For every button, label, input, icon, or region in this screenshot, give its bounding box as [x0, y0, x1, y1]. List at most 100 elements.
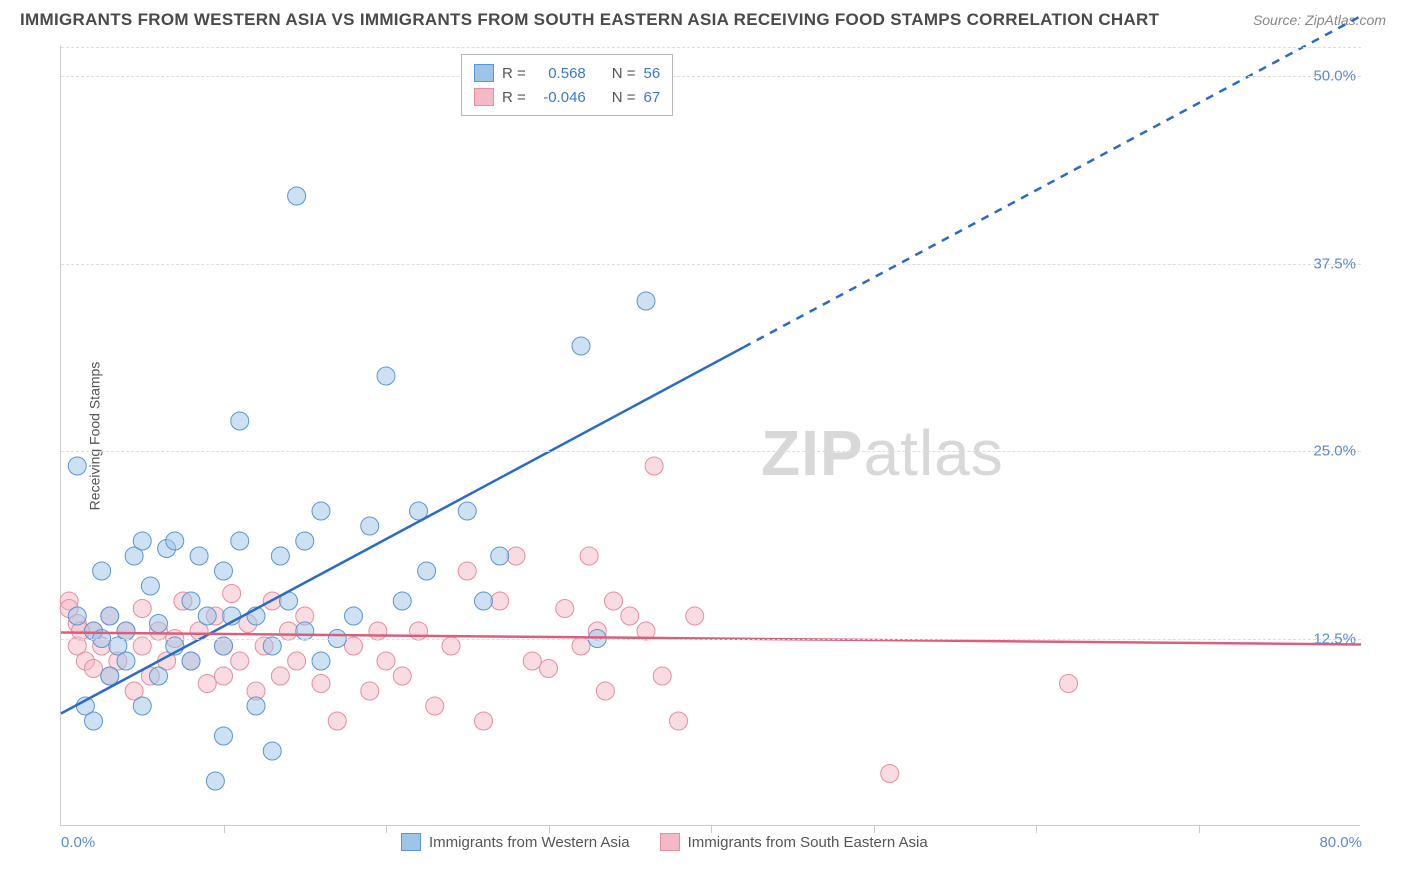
- data-point: [215, 727, 233, 745]
- x-tick: [874, 825, 875, 833]
- data-point: [280, 622, 298, 640]
- x-max-label: 80.0%: [1319, 834, 1362, 851]
- x-tick: [1036, 825, 1037, 833]
- data-point: [271, 547, 289, 565]
- data-point: [596, 682, 614, 700]
- swatch-blue-icon: [474, 64, 494, 82]
- data-point: [345, 607, 363, 625]
- data-point: [361, 682, 379, 700]
- data-point: [296, 622, 314, 640]
- data-point: [215, 562, 233, 580]
- s1-r-value: 0.568: [534, 65, 586, 82]
- data-point: [491, 547, 509, 565]
- plot-svg: [61, 46, 1361, 826]
- data-point: [361, 517, 379, 535]
- data-point: [637, 292, 655, 310]
- data-point: [231, 412, 249, 430]
- data-point: [166, 532, 184, 550]
- bottom-legend: Immigrants from Western Asia Immigrants …: [401, 833, 928, 851]
- data-point: [85, 660, 103, 678]
- legend-label-2: Immigrants from South Eastern Asia: [688, 834, 928, 851]
- data-point: [206, 772, 224, 790]
- data-point: [271, 667, 289, 685]
- data-point: [150, 615, 168, 633]
- x-tick: [549, 825, 550, 833]
- data-point: [1060, 675, 1078, 693]
- data-point: [198, 607, 216, 625]
- chart-container: Receiving Food Stamps ZIPatlas 12.5%25.0…: [60, 46, 1380, 826]
- legend-item-2: Immigrants from South Eastern Asia: [660, 833, 928, 851]
- data-point: [345, 637, 363, 655]
- data-point: [572, 337, 590, 355]
- data-point: [182, 592, 200, 610]
- data-point: [190, 547, 208, 565]
- data-point: [418, 562, 436, 580]
- trend-line: [61, 347, 744, 713]
- data-point: [605, 592, 623, 610]
- data-point: [215, 637, 233, 655]
- data-point: [621, 607, 639, 625]
- data-point: [133, 532, 151, 550]
- x-tick: [386, 825, 387, 833]
- data-point: [68, 457, 86, 475]
- data-point: [133, 600, 151, 618]
- data-point: [231, 652, 249, 670]
- gridline: [61, 451, 1361, 452]
- data-point: [247, 697, 265, 715]
- data-point: [645, 457, 663, 475]
- data-point: [263, 637, 281, 655]
- stats-legend: R = 0.568 N = 56 R = -0.046 N = 67: [461, 54, 673, 116]
- data-point: [198, 675, 216, 693]
- data-point: [101, 667, 119, 685]
- data-point: [133, 637, 151, 655]
- data-point: [133, 697, 151, 715]
- data-point: [458, 562, 476, 580]
- plot-area: ZIPatlas 12.5%25.0%37.5%50.0% 0.0% 80.0%…: [60, 46, 1360, 826]
- data-point: [377, 367, 395, 385]
- data-point: [141, 577, 159, 595]
- data-point: [491, 592, 509, 610]
- data-point: [223, 585, 241, 603]
- x-tick: [224, 825, 225, 833]
- data-point: [231, 532, 249, 550]
- r-label-2: R =: [502, 89, 526, 106]
- y-tick-label: 50.0%: [1313, 68, 1362, 85]
- chart-title: IMMIGRANTS FROM WESTERN ASIA VS IMMIGRAN…: [20, 10, 1159, 30]
- data-point: [580, 547, 598, 565]
- data-point: [117, 622, 135, 640]
- data-point: [540, 660, 558, 678]
- gridline: [61, 264, 1361, 265]
- data-point: [377, 652, 395, 670]
- legend-item-1: Immigrants from Western Asia: [401, 833, 630, 851]
- data-point: [556, 600, 574, 618]
- data-point: [215, 667, 233, 685]
- data-point: [312, 502, 330, 520]
- x-min-label: 0.0%: [61, 834, 95, 851]
- gridline: [61, 47, 1361, 48]
- data-point: [475, 712, 493, 730]
- data-point: [475, 592, 493, 610]
- data-point: [686, 607, 704, 625]
- data-point: [312, 652, 330, 670]
- legend-label-1: Immigrants from Western Asia: [429, 834, 630, 851]
- data-point: [393, 592, 411, 610]
- data-point: [410, 622, 428, 640]
- data-point: [312, 675, 330, 693]
- swatch-pink-icon: [474, 88, 494, 106]
- data-point: [296, 532, 314, 550]
- gridline: [61, 639, 1361, 640]
- y-tick-label: 37.5%: [1313, 255, 1362, 272]
- n-label-2: N =: [612, 89, 636, 106]
- r-label: R =: [502, 65, 526, 82]
- data-point: [507, 547, 525, 565]
- data-point: [369, 622, 387, 640]
- data-point: [442, 637, 460, 655]
- data-point: [101, 607, 119, 625]
- data-point: [117, 652, 135, 670]
- data-point: [328, 712, 346, 730]
- data-point: [288, 187, 306, 205]
- s2-r-value: -0.046: [534, 89, 586, 106]
- stats-row-1: R = 0.568 N = 56: [474, 61, 660, 85]
- data-point: [85, 712, 103, 730]
- y-tick-label: 12.5%: [1313, 630, 1362, 647]
